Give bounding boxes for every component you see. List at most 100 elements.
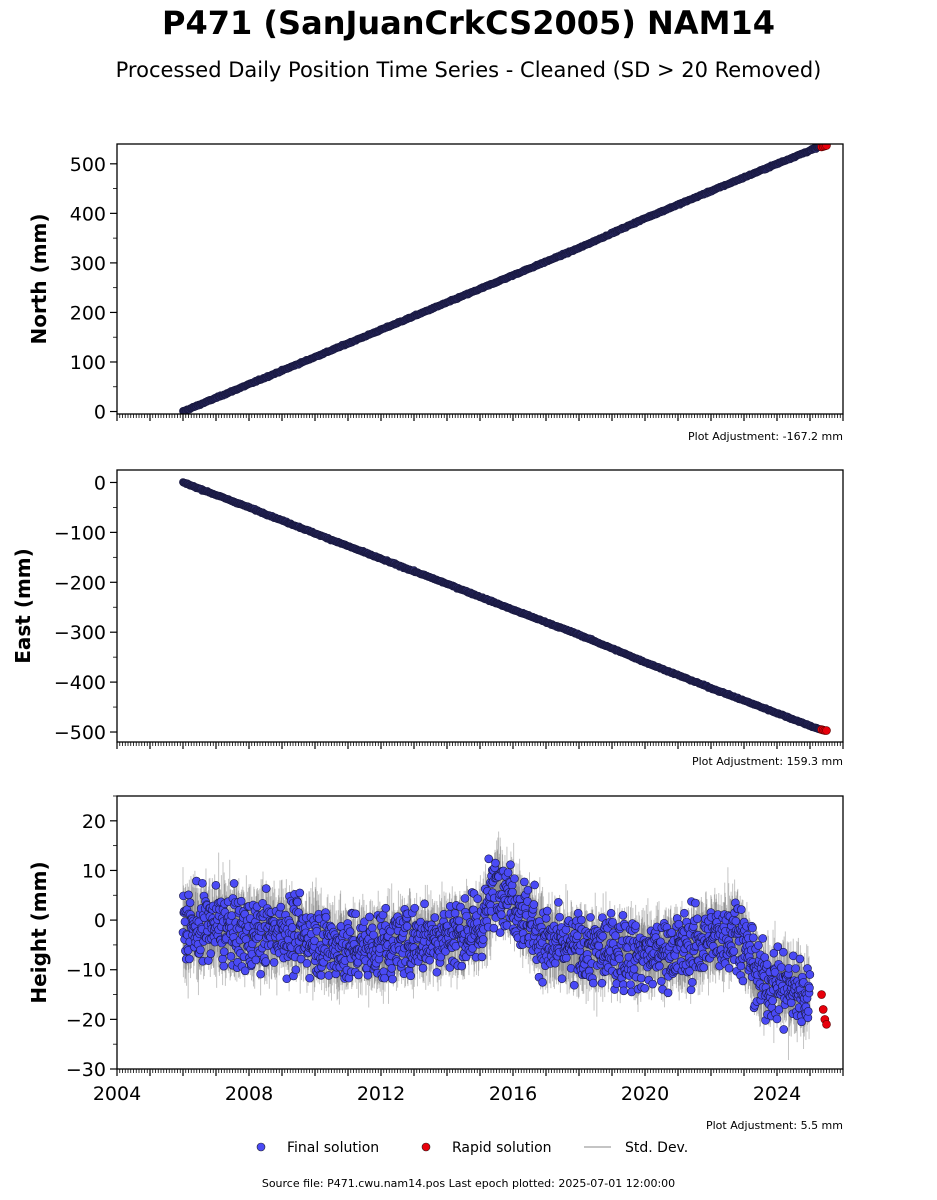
final-point bbox=[184, 890, 193, 900]
x-ticks bbox=[116, 414, 844, 421]
final-point bbox=[276, 902, 286, 912]
y-tick-label: −300 bbox=[54, 622, 106, 644]
final-point bbox=[491, 858, 500, 868]
final-point bbox=[402, 922, 412, 931]
final-point bbox=[387, 964, 396, 973]
x-ticks bbox=[116, 742, 844, 749]
final-point bbox=[218, 954, 227, 964]
plot-adjustment-note: Plot Adjustment: 159.3 mm bbox=[692, 755, 843, 768]
final-point bbox=[460, 894, 470, 903]
final-point bbox=[345, 927, 355, 937]
final-point bbox=[310, 936, 319, 946]
final-point bbox=[321, 912, 331, 922]
final-point bbox=[354, 970, 363, 980]
y-tick-label: 0 bbox=[94, 472, 106, 494]
final-point bbox=[520, 877, 529, 887]
rapid-point bbox=[822, 726, 831, 735]
chart-subtitle: Processed Daily Position Time Series - C… bbox=[115, 58, 822, 82]
final-point bbox=[295, 888, 305, 898]
plot-area bbox=[179, 144, 831, 414]
final-point bbox=[206, 949, 216, 958]
panel-east: 0 −100 −200 −300 −400 −500 East (mm) Plot Adjus… bbox=[11, 469, 844, 768]
final-point bbox=[287, 923, 297, 932]
final-point bbox=[185, 898, 195, 907]
final-point bbox=[302, 959, 312, 968]
y-ticks bbox=[110, 481, 117, 733]
y-axis-label: East (mm) bbox=[11, 548, 35, 664]
final-point bbox=[510, 874, 519, 883]
final-point bbox=[226, 952, 236, 961]
final-point bbox=[305, 973, 315, 983]
final-point bbox=[478, 935, 488, 944]
final-point bbox=[497, 910, 506, 920]
final-point bbox=[432, 967, 442, 977]
final-point bbox=[425, 955, 435, 965]
final-point bbox=[367, 923, 377, 933]
y-tick-label: −100 bbox=[54, 522, 106, 544]
final-point bbox=[530, 880, 539, 890]
final-point bbox=[324, 971, 334, 980]
final-point bbox=[477, 952, 487, 962]
final-point bbox=[261, 884, 271, 893]
final-point bbox=[185, 954, 194, 964]
chart-title: P471 (SanJuanCrkCS2005) NAM14 bbox=[162, 4, 775, 42]
y-tick-label: 100 bbox=[70, 352, 106, 374]
final-point bbox=[473, 894, 482, 904]
final-point bbox=[236, 896, 246, 906]
final-point bbox=[369, 930, 378, 940]
final-point bbox=[196, 945, 205, 955]
final-point bbox=[388, 974, 397, 984]
final-point bbox=[351, 909, 360, 919]
y-tick-label: 400 bbox=[70, 203, 106, 225]
final-point bbox=[363, 970, 373, 980]
final-point bbox=[454, 916, 464, 926]
y-tick-label: 0 bbox=[94, 402, 106, 424]
final-point bbox=[261, 957, 271, 966]
panel-north: 0 100 200 300 400 500 North (mm) Plot Adjustmen… bbox=[27, 143, 844, 443]
final-point bbox=[256, 969, 265, 979]
final-point bbox=[418, 963, 428, 973]
plot-area bbox=[178, 831, 831, 1061]
final-point bbox=[229, 879, 239, 888]
final-point bbox=[227, 911, 237, 920]
plot-area bbox=[179, 478, 831, 735]
y-ticks bbox=[110, 163, 117, 413]
final-point bbox=[316, 970, 326, 980]
y-tick-label: 200 bbox=[70, 302, 106, 324]
y-tick-label: −200 bbox=[54, 572, 106, 594]
final-point bbox=[457, 961, 467, 971]
y-axis-label: North (mm) bbox=[27, 213, 51, 344]
final-point bbox=[293, 897, 302, 907]
final-solution-points bbox=[179, 144, 824, 414]
plot-adjustment-note: Plot Adjustment: -167.2 mm bbox=[688, 430, 843, 443]
rapid-point bbox=[822, 144, 831, 150]
final-point bbox=[503, 868, 513, 877]
final-point bbox=[211, 880, 221, 890]
final-point bbox=[240, 966, 250, 976]
final-point bbox=[523, 885, 533, 895]
final-point bbox=[219, 947, 229, 956]
final-point bbox=[219, 961, 229, 971]
y-tick-label: 500 bbox=[70, 154, 106, 176]
final-solution-points bbox=[178, 854, 815, 1034]
panel-height: 2004 2008 2012 2016 2020 202420100−10−20−30He… bbox=[27, 795, 844, 1132]
final-point bbox=[430, 913, 440, 922]
final-point bbox=[381, 903, 391, 913]
final-point bbox=[365, 912, 374, 922]
final-point bbox=[506, 860, 515, 869]
final-point bbox=[296, 954, 306, 964]
final-point bbox=[406, 971, 416, 981]
final-point bbox=[410, 903, 419, 913]
y-tick-label: −500 bbox=[54, 722, 106, 744]
final-point bbox=[269, 958, 279, 967]
final-point bbox=[508, 887, 517, 897]
final-solution-points bbox=[179, 478, 824, 734]
final-point bbox=[251, 955, 261, 965]
final-point bbox=[529, 900, 539, 909]
final-point bbox=[291, 965, 301, 975]
y-tick-label: 300 bbox=[70, 253, 106, 275]
final-point bbox=[198, 878, 207, 888]
final-point bbox=[420, 899, 429, 909]
y-tick-label: −400 bbox=[54, 672, 106, 694]
